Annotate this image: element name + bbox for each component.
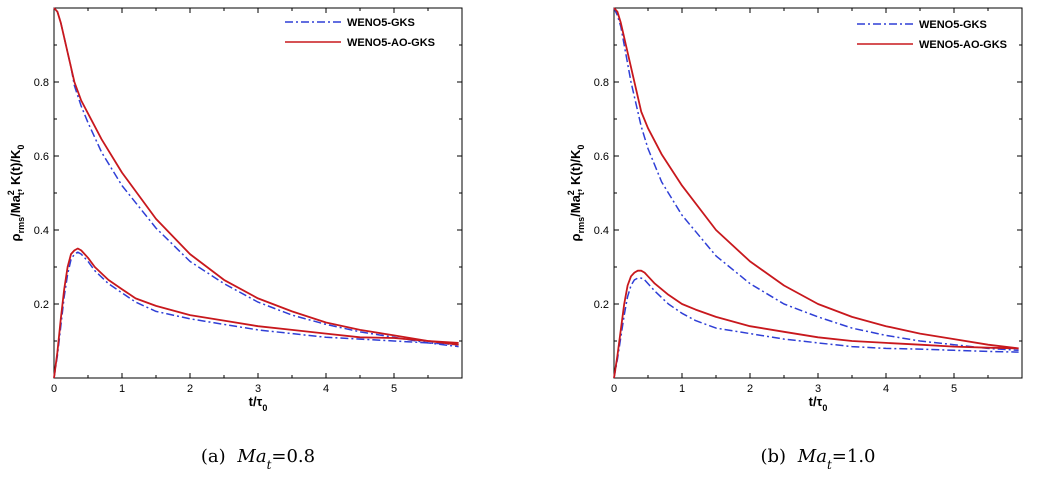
x-tick-label: 4: [323, 383, 329, 395]
y-axis-title-rho: ρ: [568, 233, 583, 241]
x-tick-label: 5: [951, 383, 957, 395]
y-tick-label: 0.6: [594, 151, 609, 163]
series-line-weno5-ao-gks-kinetic: [613, 7, 1019, 350]
y-tick-label: 0.8: [594, 77, 609, 89]
x-tick-label: 1: [119, 383, 125, 395]
plot-frame: [53, 7, 463, 379]
x-tick-label: 5: [391, 383, 397, 395]
y-tick-label: 0.4: [594, 225, 609, 237]
x-axis-title-main: t/τ: [809, 394, 823, 409]
plot-frame: [613, 7, 1023, 379]
x-tick-label: 3: [815, 383, 821, 395]
y-axis-title-ma: /Ma: [8, 194, 23, 216]
y-axis-title-t: t: [576, 192, 586, 195]
caption-value: =0.8: [271, 446, 315, 467]
y-axis-title-sup: 2: [6, 190, 16, 195]
x-axis-title: t/τ0: [809, 394, 828, 413]
y-axis-title-k: , K(t)/K: [8, 149, 23, 192]
series-line-weno5-ao-gks-kinetic: [53, 7, 459, 346]
legend-label: WENO5-GKS: [919, 19, 987, 31]
x-axis-title-main: t/τ: [249, 394, 263, 409]
series-line-weno5-ao-gks-rho: [613, 269, 1019, 379]
x-axis-title-sub: 0: [262, 403, 267, 413]
subfigure-caption: (a) Mat=0.8: [201, 446, 315, 472]
y-axis-title-ma: /Ma: [568, 194, 583, 216]
x-tick-label: 2: [747, 383, 753, 395]
caption-label: (a): [201, 446, 232, 467]
series-line-weno5-ao-gks-rho: [53, 247, 459, 379]
y-tick-label: 0.2: [34, 299, 49, 311]
series-line-weno5-gks-rho: [613, 277, 1019, 379]
x-tick-label: 0: [51, 383, 57, 395]
y-axis-title-rms: rms: [16, 217, 26, 234]
series-line-weno5-gks-kinetic: [613, 7, 1019, 352]
y-axis-title-k: , K(t)/K: [568, 149, 583, 192]
legend-label: WENO5-AO-GKS: [347, 37, 435, 49]
subfigure-caption: (b) Mat=1.0: [760, 446, 875, 472]
y-tick-label: 0.2: [594, 299, 609, 311]
caption-sub: t: [827, 458, 832, 472]
x-tick-label: 3: [255, 383, 261, 395]
x-tick-label: 0: [611, 383, 617, 395]
caption-var: Ma: [236, 446, 266, 467]
legend-label: WENO5-GKS: [347, 17, 415, 29]
y-tick-label: 0.6: [34, 151, 49, 163]
x-axis-title: t/τ0: [249, 394, 268, 413]
x-tick-label: 2: [187, 383, 193, 395]
y-axis-title: ρrms/Ma2t, K(t)/K0: [566, 145, 586, 242]
y-axis-title-rho: ρ: [8, 233, 23, 241]
y-axis-title-k0: 0: [16, 145, 26, 150]
y-tick-label: 0.4: [34, 225, 49, 237]
x-tick-label: 4: [883, 383, 889, 395]
series-line-weno5-gks-kinetic: [53, 7, 459, 348]
caption-value: =1.0: [832, 446, 876, 467]
y-axis-title-k0: 0: [576, 145, 586, 150]
legend-label: WENO5-AO-GKS: [919, 39, 1007, 51]
x-axis-title-sub: 0: [822, 403, 827, 413]
y-axis-title: ρrms/Ma2t, K(t)/K0: [6, 145, 26, 242]
y-axis-title-sup: 2: [566, 190, 576, 195]
caption-sub: t: [267, 458, 272, 472]
y-axis-title-t: t: [16, 192, 26, 195]
caption-label: (b): [760, 446, 791, 467]
series-line-weno5-gks-rho: [53, 251, 459, 379]
y-axis-title-rms: rms: [576, 217, 586, 234]
caption-var: Ma: [797, 446, 827, 467]
x-tick-label: 1: [679, 383, 685, 395]
y-tick-label: 0.8: [34, 77, 49, 89]
